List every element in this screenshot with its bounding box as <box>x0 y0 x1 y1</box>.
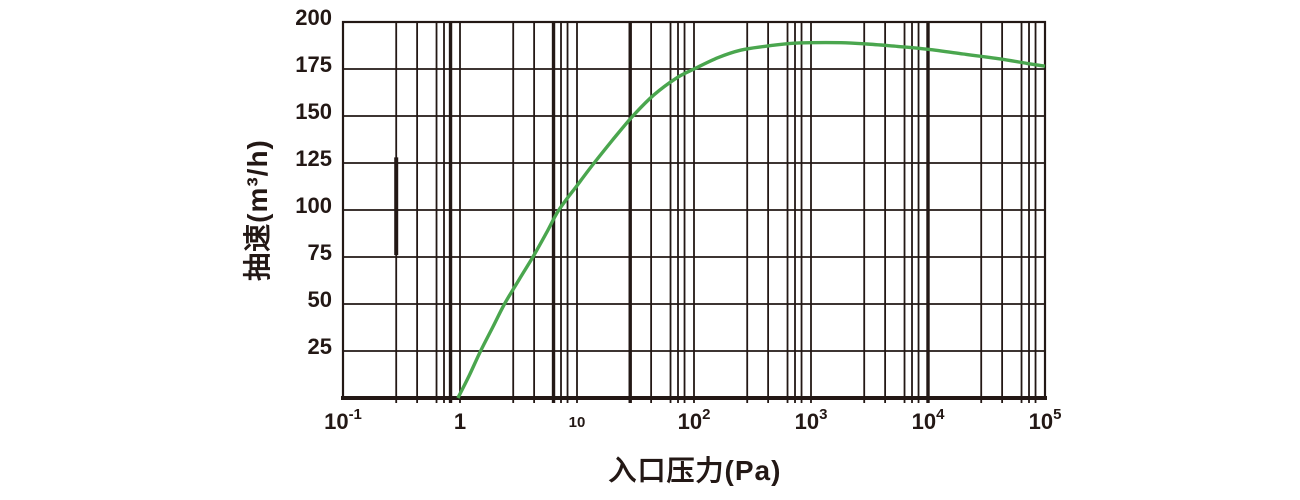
y-tick-label: 200 <box>295 5 332 30</box>
y-tick-label: 100 <box>295 193 332 218</box>
x-tick-label: 103 <box>795 406 828 434</box>
y-axis-title: 抽速(m³/h) <box>242 139 273 281</box>
x-tick-label: 102 <box>678 406 711 434</box>
y-tick-label: 25 <box>308 334 332 359</box>
y-tick-label: 50 <box>308 287 332 312</box>
y-tick-label: 175 <box>295 52 332 77</box>
y-tick-label: 150 <box>295 99 332 124</box>
x-tick-label: 104 <box>912 406 945 434</box>
y-tick-label: 75 <box>308 240 332 265</box>
x-axis-title: 入口压力(Pa) <box>608 455 782 486</box>
x-tick-label: 10 <box>569 414 586 431</box>
x-tick-label: 105 <box>1029 406 1062 434</box>
y-tick-label: 125 <box>295 146 332 171</box>
x-tick-label: 1 <box>454 409 466 434</box>
x-tick-label: 10-1 <box>324 406 362 434</box>
pumping-speed-curve <box>456 40 1046 399</box>
